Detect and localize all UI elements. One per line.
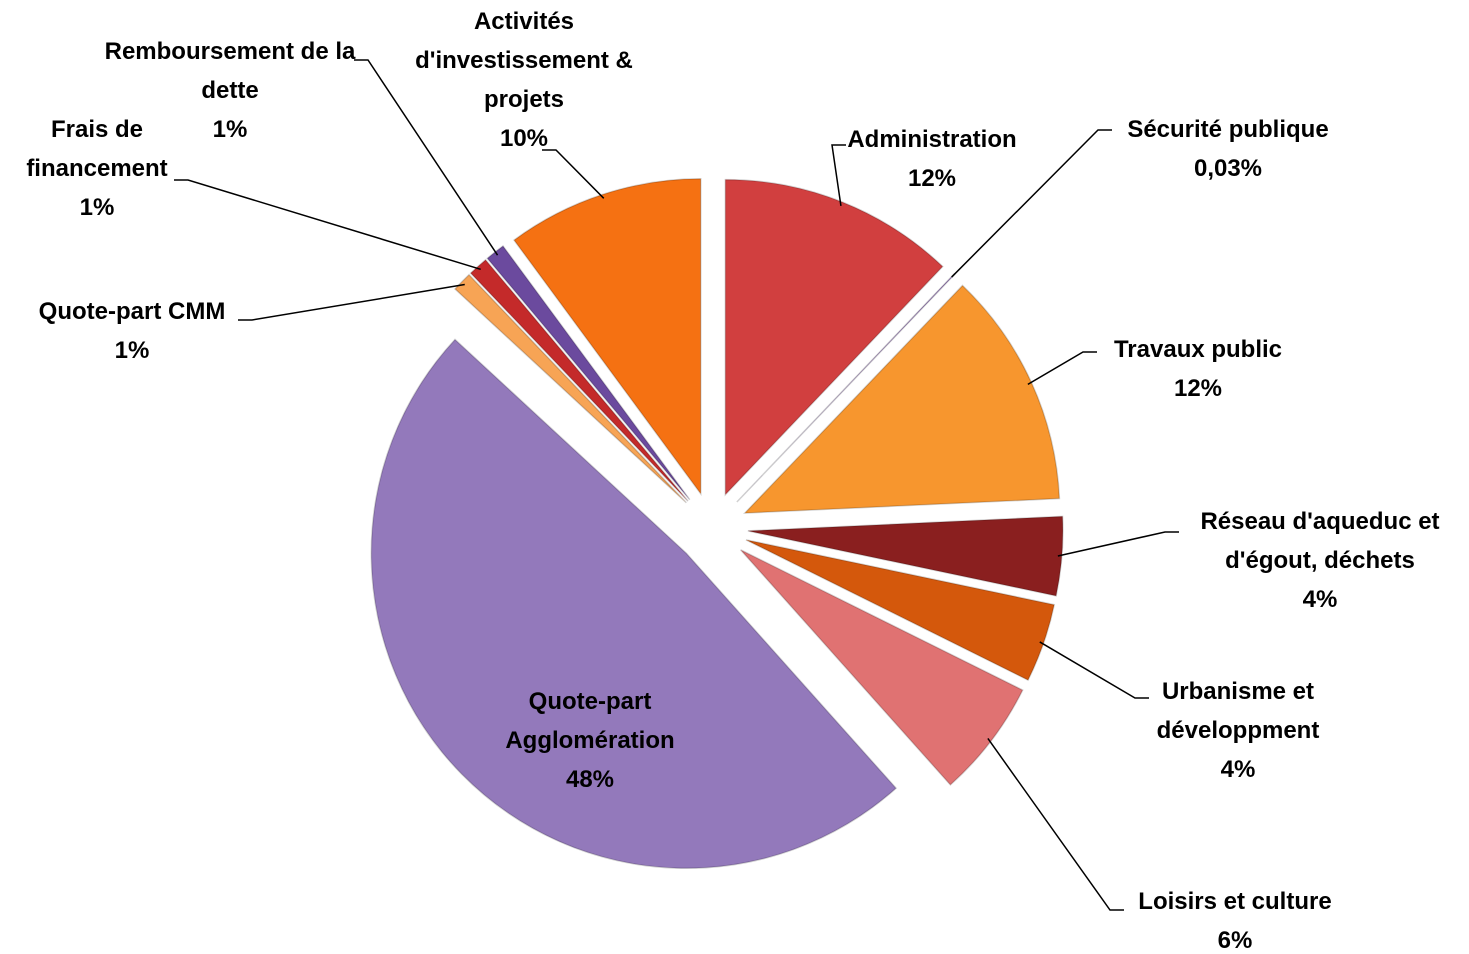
value-label: 4% [1220,756,1256,783]
slice-label: Quote-part Agglomération 48% [480,682,700,799]
value-label: 1% [79,194,115,221]
category-label: Frais de financement [26,116,168,182]
pie-slice [370,338,898,869]
leader-line [174,179,481,271]
slice-label: Administration 12% [812,120,1052,198]
leader-line [987,738,1124,911]
category-label: Quote-part Agglomération [505,688,675,754]
value-label: 0,03% [1193,155,1263,182]
leader-line [354,59,499,256]
category-label: Réseau d'aqueduc et d'égout, déchets [1200,508,1440,574]
slice-label: Sécurité publique 0,03% [1098,110,1358,188]
value-label: 4% [1302,586,1338,613]
value-label: 1% [212,116,248,143]
slice-label: Quote-part CMM 1% [2,292,262,370]
leader-line [831,144,846,206]
leader-line [951,129,1112,278]
category-label: Quote-part CMM [38,298,226,325]
value-label: 1% [114,337,150,364]
pie-slice [740,549,1024,786]
category-label: Activités d'investissement & projets [415,8,633,113]
slice-label: Urbanisme et développment 4% [1128,672,1348,789]
category-label: Sécurité publique [1127,116,1329,143]
leader-line [1057,531,1179,557]
pie-slice [745,539,1056,682]
slice-label: Activités d'investissement & projets 10% [389,2,659,158]
pie-slice [724,178,944,497]
slice-label: Remboursement de la dette 1% [90,32,370,149]
pie-slice [747,515,1064,597]
leader-line [238,283,465,321]
value-label: 12% [1173,375,1223,402]
leader-line [542,149,605,199]
category-label: Travaux public [1113,336,1283,363]
slice-label: Travaux public 12% [1088,330,1308,408]
value-label: 6% [1217,927,1253,954]
pie-slice [453,273,687,504]
leader-line [1039,641,1149,699]
value-label: 48% [565,766,615,793]
category-label: Remboursement de la dette [104,38,356,104]
value-label: 12% [907,165,957,192]
category-label: Urbanisme et développment [1156,678,1320,744]
leader-line [1027,351,1097,385]
pie-slice [469,258,689,502]
slice-label: Frais de financement 1% [2,110,192,227]
value-label: 10% [499,125,549,152]
pie-slice [513,178,702,497]
slice-label: Réseau d'aqueduc et d'égout, déchets 4% [1170,502,1469,619]
category-label: Loisirs et culture [1138,888,1332,915]
category-label: Administration [847,126,1017,153]
slice-label: Loisirs et culture 6% [1110,882,1360,954]
